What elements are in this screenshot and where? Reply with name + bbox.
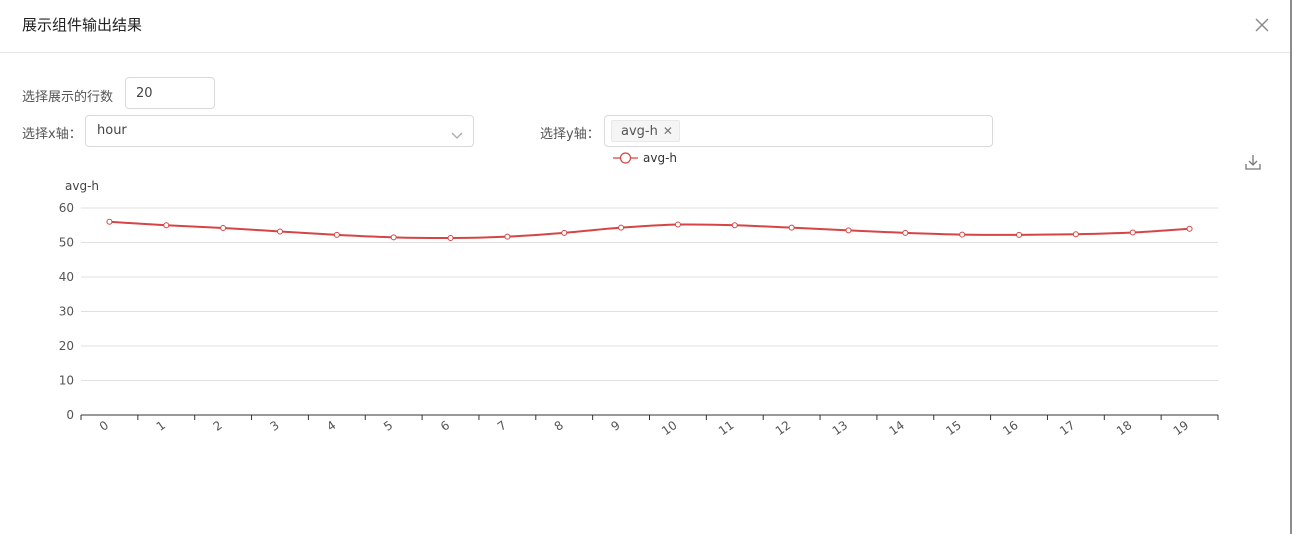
x-tick-label: 11 bbox=[716, 418, 737, 438]
data-point bbox=[163, 222, 170, 229]
y-tick-label: 60 bbox=[59, 201, 74, 215]
x-tick-label: 14 bbox=[886, 418, 907, 438]
data-point bbox=[902, 229, 909, 236]
x-axis-select[interactable]: hour bbox=[85, 115, 474, 147]
x-tick-label: 15 bbox=[943, 418, 964, 438]
data-point bbox=[959, 231, 966, 238]
data-point bbox=[1016, 231, 1023, 238]
x-tick-label: 9 bbox=[609, 418, 623, 434]
legend-item: avg-h bbox=[613, 151, 677, 165]
tag-close-icon[interactable]: ✕ bbox=[662, 124, 673, 138]
chevron-down-icon bbox=[451, 126, 463, 145]
x-tick-label: 12 bbox=[773, 418, 794, 438]
y-axis-select[interactable]: avg-h ✕ bbox=[604, 115, 993, 147]
y-tick-label: 30 bbox=[59, 305, 74, 319]
data-point bbox=[788, 224, 795, 231]
y-tick-label: 20 bbox=[59, 339, 74, 353]
data-point bbox=[561, 229, 568, 236]
x-axis-label: 选择x轴： bbox=[22, 127, 82, 142]
x-tick-label: 18 bbox=[1114, 418, 1135, 438]
y-tick-label: 50 bbox=[59, 236, 74, 250]
x-tick-label: 19 bbox=[1171, 418, 1192, 438]
y-axis-label: 选择y轴： bbox=[540, 127, 600, 142]
x-axis-selected-value: hour bbox=[97, 123, 127, 138]
series-line-avg-h bbox=[109, 220, 1190, 240]
y-tick-label: 10 bbox=[59, 374, 74, 388]
x-tick-label: 10 bbox=[659, 418, 680, 438]
data-point bbox=[618, 224, 625, 231]
x-tick-label: 7 bbox=[495, 418, 509, 434]
data-point bbox=[1129, 229, 1136, 236]
y-axis-tag: avg-h ✕ bbox=[611, 120, 680, 142]
legend-label: avg-h bbox=[643, 151, 677, 165]
data-point bbox=[504, 233, 511, 240]
data-point bbox=[106, 218, 113, 225]
y-axis-title: avg-h bbox=[65, 179, 99, 193]
data-point bbox=[674, 221, 681, 228]
y-tick-label: 40 bbox=[59, 270, 74, 284]
rows-input[interactable] bbox=[125, 77, 215, 109]
data-point bbox=[845, 227, 852, 234]
data-point bbox=[731, 222, 738, 229]
close-icon[interactable] bbox=[1253, 16, 1271, 34]
x-tick-label: 8 bbox=[552, 418, 566, 434]
y-tick-label: 0 bbox=[66, 408, 74, 422]
y-axis-tag-label: avg-h bbox=[621, 123, 658, 139]
data-point bbox=[1072, 231, 1079, 238]
x-tick-label: 2 bbox=[211, 418, 225, 434]
x-tick-label: 4 bbox=[324, 418, 338, 434]
data-point bbox=[333, 231, 340, 238]
data-point bbox=[276, 228, 283, 235]
modal-header: 展示组件输出结果 bbox=[0, 0, 1290, 53]
x-tick-label: 16 bbox=[1000, 418, 1021, 438]
data-point bbox=[1186, 225, 1193, 232]
data-point bbox=[220, 225, 227, 232]
data-point bbox=[447, 235, 454, 242]
x-tick-label: 0 bbox=[97, 418, 111, 434]
x-tick-label: 1 bbox=[154, 418, 168, 434]
data-point bbox=[390, 234, 397, 241]
legend-marker bbox=[619, 152, 632, 164]
rows-label: 选择展示的行数 bbox=[22, 90, 114, 105]
x-tick-label: 6 bbox=[438, 418, 452, 434]
download-icon[interactable] bbox=[1244, 153, 1262, 171]
modal-title: 展示组件输出结果 bbox=[22, 16, 143, 34]
x-tick-label: 13 bbox=[830, 418, 851, 438]
x-tick-label: 3 bbox=[267, 418, 281, 434]
x-tick-label: 5 bbox=[381, 418, 395, 434]
x-tick-label: 17 bbox=[1057, 418, 1078, 438]
